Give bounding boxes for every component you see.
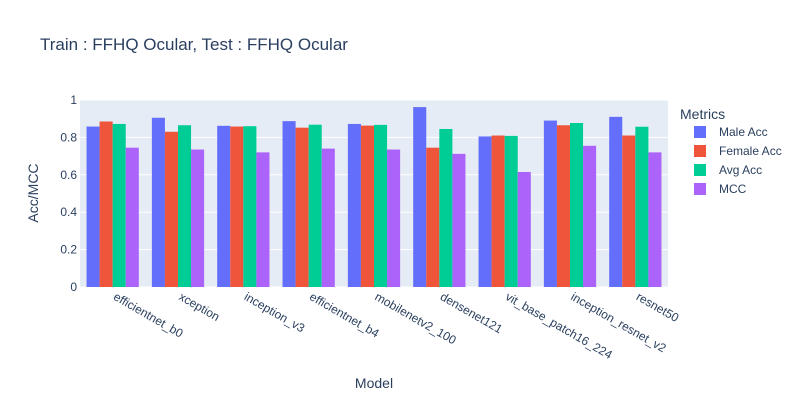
legend[interactable]: Male Acc Female Acc Avg Acc MCC (694, 125, 782, 196)
x-tick-label: xception (177, 289, 223, 323)
legend-swatch[interactable] (694, 164, 706, 176)
bar-female-acc-xception[interactable] (164, 131, 178, 287)
y-axis-title: Acc/MCC (25, 163, 41, 222)
x-tick-label: resnet50 (634, 289, 682, 325)
bar-avg-acc-densenet121[interactable] (439, 128, 453, 287)
bar-male-acc-inception_v3[interactable] (217, 125, 231, 287)
bar-male-acc-densenet121[interactable] (413, 107, 427, 287)
bar-mcc-efficientnet_b0[interactable] (125, 147, 139, 287)
x-tick-label: efficientnet_b0 (111, 289, 186, 340)
y-tick-label: 0.2 (60, 243, 77, 257)
bar-mcc-xception[interactable] (191, 149, 205, 287)
bar-avg-acc-mobilenetv2_100[interactable] (374, 124, 388, 287)
bar-avg-acc-inception_resnet_v2[interactable] (570, 123, 584, 287)
bar-female-acc-efficientnet_b0[interactable] (99, 121, 113, 287)
legend-label[interactable]: MCC (719, 182, 747, 196)
bar-avg-acc-inception_v3[interactable] (243, 126, 257, 288)
bar-mcc-inception_v3[interactable] (256, 152, 270, 287)
bar-male-acc-xception[interactable] (151, 117, 165, 287)
x-tick-label: vit_base_patch16_224 (503, 289, 615, 362)
bar-male-acc-efficientnet_b0[interactable] (86, 126, 100, 287)
bar-female-acc-resnet50[interactable] (622, 135, 636, 287)
legend-title: Metrics (680, 106, 725, 122)
bar-avg-acc-xception[interactable] (178, 125, 192, 288)
legend-label[interactable]: Male Acc (719, 125, 768, 139)
bar-mcc-efficientnet_b4[interactable] (321, 148, 335, 287)
bar-male-acc-inception_resnet_v2[interactable] (543, 120, 557, 287)
y-tick-label: 0 (70, 280, 77, 294)
bar-avg-acc-efficientnet_b0[interactable] (112, 123, 126, 287)
legend-swatch[interactable] (694, 126, 706, 138)
y-tick-label: 0.8 (60, 130, 77, 144)
bar-female-acc-mobilenetv2_100[interactable] (360, 125, 374, 287)
bar-male-acc-vit_base_patch16_224[interactable] (478, 136, 492, 287)
bar-mcc-densenet121[interactable] (452, 153, 466, 287)
legend-label[interactable]: Avg Acc (719, 163, 762, 177)
bar-avg-acc-resnet50[interactable] (635, 126, 649, 287)
y-tick-label: 0.4 (60, 205, 77, 219)
bar-mcc-resnet50[interactable] (648, 152, 662, 287)
x-tick-label: efficientnet_b4 (307, 289, 382, 340)
bar-male-acc-resnet50[interactable] (609, 116, 623, 287)
bars (86, 107, 662, 288)
bar-female-acc-vit_base_patch16_224[interactable] (491, 135, 505, 287)
bar-female-acc-inception_v3[interactable] (230, 126, 244, 287)
bar-female-acc-densenet121[interactable] (426, 147, 440, 287)
bar-female-acc-inception_resnet_v2[interactable] (556, 125, 570, 288)
bar-avg-acc-vit_base_patch16_224[interactable] (504, 135, 518, 287)
chart-title: Train : FFHQ Ocular, Test : FFHQ Ocular (40, 35, 348, 54)
y-axis-ticks: 0 0.2 0.4 0.6 0.8 1 (60, 93, 77, 294)
legend-swatch[interactable] (694, 145, 706, 157)
bar-mcc-inception_resnet_v2[interactable] (583, 145, 597, 287)
legend-label[interactable]: Female Acc (719, 144, 782, 158)
bar-male-acc-mobilenetv2_100[interactable] (347, 123, 361, 287)
bar-female-acc-efficientnet_b4[interactable] (295, 127, 309, 288)
legend-swatch[interactable] (694, 183, 706, 195)
x-tick-label: inception_v3 (242, 289, 308, 335)
y-tick-label: 1 (70, 93, 77, 107)
y-tick-label: 0.6 (60, 168, 77, 182)
bar-mcc-mobilenetv2_100[interactable] (387, 149, 401, 287)
bar-avg-acc-efficientnet_b4[interactable] (308, 124, 322, 288)
bar-male-acc-efficientnet_b4[interactable] (282, 121, 296, 287)
bar-mcc-vit_base_patch16_224[interactable] (517, 171, 531, 287)
x-axis-title: Model (355, 375, 393, 391)
